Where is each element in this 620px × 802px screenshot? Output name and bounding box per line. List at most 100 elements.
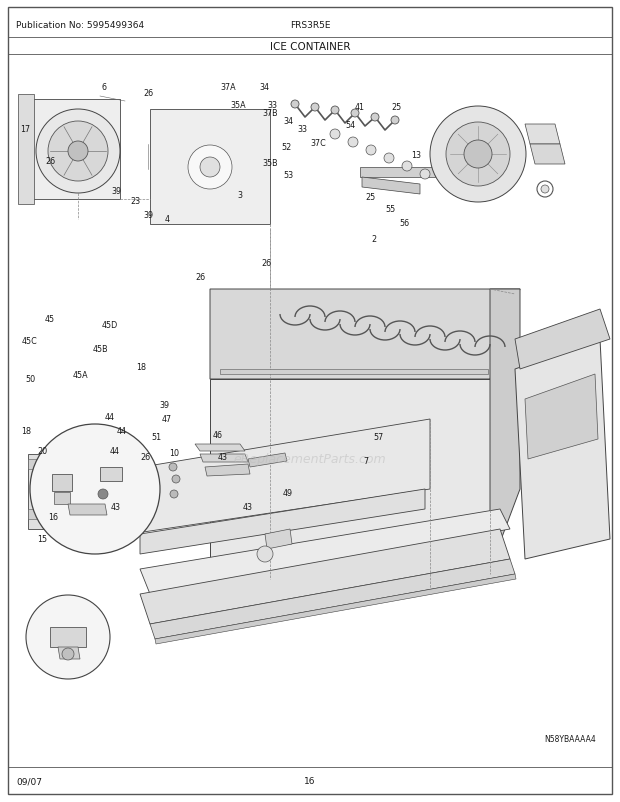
Circle shape: [384, 154, 394, 164]
Circle shape: [172, 476, 180, 484]
Polygon shape: [195, 444, 245, 452]
Text: 4: 4: [164, 215, 169, 225]
Circle shape: [420, 170, 430, 180]
Text: 45A: 45A: [72, 371, 88, 380]
Text: eReplacementParts.com: eReplacementParts.com: [234, 453, 386, 466]
Text: 44: 44: [105, 413, 115, 422]
Circle shape: [30, 424, 160, 554]
Circle shape: [62, 648, 74, 660]
Text: ICE CONTAINER: ICE CONTAINER: [270, 42, 350, 52]
Polygon shape: [210, 379, 490, 569]
Text: 16: 16: [48, 512, 58, 522]
Circle shape: [257, 546, 273, 562]
Text: 51: 51: [151, 433, 161, 442]
Polygon shape: [265, 529, 292, 549]
Text: 49: 49: [283, 489, 293, 498]
Text: 35A: 35A: [230, 101, 246, 111]
Text: 26: 26: [261, 259, 271, 268]
Text: 56: 56: [399, 219, 409, 229]
Text: 7: 7: [363, 457, 368, 466]
Polygon shape: [515, 339, 610, 559]
Text: 37C: 37C: [310, 138, 326, 148]
Circle shape: [188, 146, 232, 190]
Text: 55: 55: [385, 205, 395, 214]
Text: 33: 33: [267, 101, 277, 111]
Text: 57: 57: [373, 433, 383, 442]
Text: 43: 43: [111, 503, 121, 512]
Text: FRS3R5E: FRS3R5E: [290, 22, 330, 30]
Text: 45B: 45B: [92, 345, 108, 354]
Circle shape: [48, 122, 108, 182]
Circle shape: [36, 110, 120, 194]
Circle shape: [44, 473, 76, 505]
Polygon shape: [140, 529, 510, 624]
Text: 44: 44: [110, 447, 120, 456]
Text: 6: 6: [102, 83, 107, 92]
Polygon shape: [58, 647, 80, 659]
Circle shape: [366, 146, 376, 156]
Polygon shape: [515, 310, 610, 370]
Circle shape: [391, 117, 399, 125]
Circle shape: [32, 461, 88, 517]
Polygon shape: [50, 627, 86, 647]
Circle shape: [430, 107, 526, 203]
Text: 10: 10: [169, 449, 179, 458]
Polygon shape: [360, 168, 435, 178]
Circle shape: [170, 490, 178, 498]
Polygon shape: [155, 574, 516, 644]
Polygon shape: [248, 453, 287, 468]
Polygon shape: [205, 464, 250, 476]
Text: 15: 15: [37, 535, 47, 544]
Text: 39: 39: [159, 401, 169, 410]
Text: 39: 39: [143, 210, 153, 219]
Circle shape: [348, 138, 358, 148]
Text: 26: 26: [140, 453, 150, 462]
Circle shape: [371, 114, 379, 122]
Circle shape: [200, 158, 220, 178]
Text: 39: 39: [111, 187, 121, 196]
Polygon shape: [28, 460, 48, 469]
Text: 37B: 37B: [262, 109, 278, 119]
Text: 41: 41: [355, 103, 365, 112]
Polygon shape: [54, 492, 70, 504]
Text: 18: 18: [136, 363, 146, 372]
Text: 43: 43: [243, 503, 253, 512]
Polygon shape: [18, 95, 34, 205]
Text: 26: 26: [195, 273, 205, 282]
Text: 52: 52: [281, 144, 291, 152]
Text: 47: 47: [162, 415, 172, 424]
Text: 35B: 35B: [262, 158, 278, 168]
Circle shape: [402, 162, 412, 172]
Circle shape: [68, 142, 88, 162]
Polygon shape: [150, 110, 270, 225]
Text: 25: 25: [365, 193, 375, 202]
Circle shape: [541, 186, 549, 194]
Text: 26: 26: [143, 89, 153, 99]
Text: 34: 34: [283, 117, 293, 127]
Polygon shape: [28, 509, 48, 520]
Text: 45D: 45D: [102, 321, 118, 330]
Polygon shape: [490, 290, 520, 569]
Polygon shape: [100, 468, 122, 481]
Text: 16: 16: [304, 776, 316, 785]
Circle shape: [26, 595, 110, 679]
Text: 53: 53: [283, 170, 293, 180]
Polygon shape: [30, 100, 120, 200]
Polygon shape: [220, 370, 488, 375]
Text: 33: 33: [297, 125, 307, 134]
Polygon shape: [140, 489, 425, 554]
Polygon shape: [210, 290, 520, 379]
Polygon shape: [525, 125, 560, 145]
Polygon shape: [130, 419, 430, 534]
Polygon shape: [140, 509, 510, 594]
Text: 18: 18: [21, 427, 31, 436]
Polygon shape: [28, 455, 110, 529]
Text: 3: 3: [237, 190, 242, 199]
Text: 44: 44: [117, 427, 127, 436]
Text: N58YBAAAA4: N58YBAAAA4: [544, 735, 596, 743]
Text: 45: 45: [45, 315, 55, 324]
Circle shape: [169, 464, 177, 472]
Polygon shape: [200, 455, 248, 463]
Polygon shape: [530, 145, 565, 164]
Text: 45C: 45C: [22, 337, 38, 346]
